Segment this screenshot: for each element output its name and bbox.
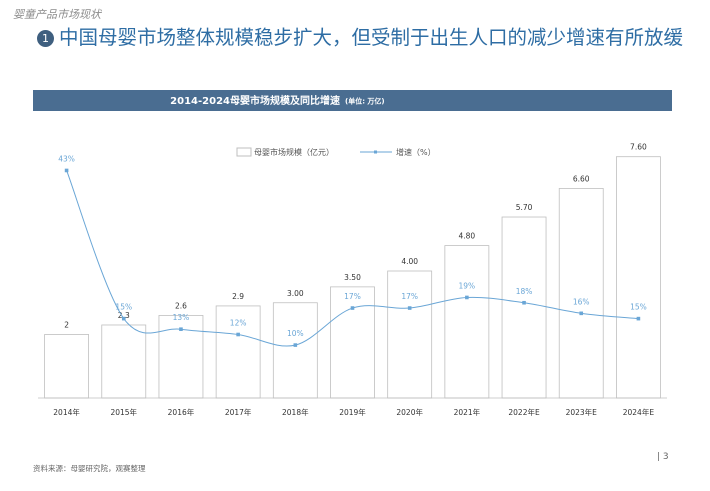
x-tick-label: 2022年E [508,407,540,417]
chart-subtitle: (单位: 万亿) [345,97,385,106]
line-value-label: 43% [58,154,75,163]
bar [387,270,433,399]
section-number: 1 [37,30,54,47]
x-tick-label: 2017年 [225,407,252,417]
line-value-label: 19% [459,281,476,290]
line-value-label: 16% [573,297,590,306]
x-tick-label: 2016年 [168,407,195,417]
line-value-label: 17% [401,292,418,301]
bar-value-label: 4.00 [401,257,418,266]
line-marker [236,332,240,337]
bar-value-label: 2.9 [232,292,244,301]
bar-value-label: 3.00 [287,289,304,298]
line-value-label: 15% [115,303,132,312]
line-value-label: 18% [516,287,533,296]
bar-value-label: 5.70 [516,203,533,212]
bar [272,302,318,399]
bar-value-label: 2.3 [118,311,130,320]
line-marker [350,306,355,310]
slide-title: 中国母婴市场整体规模稳步扩大，但受制于出生人口的减少增速有所放缓 [59,26,684,49]
x-tick-label: 2019年 [339,407,366,417]
bar [444,245,490,399]
x-tick-label: 2024年E [623,407,655,417]
line-marker [407,306,412,310]
bar [558,188,604,399]
chart-title: 2014-2024母婴市场规模及同比增速 [170,94,340,107]
bar-value-label: 3.50 [344,273,361,282]
bar [330,286,375,399]
chart-banner [33,90,672,111]
bar-value-label: 2.6 [175,301,187,310]
bar [215,305,261,399]
x-tick-label: 2015年 [110,407,137,417]
legend-marker [374,150,377,154]
source-note: 资料来源：母婴研究院，观赛整理 [33,464,146,473]
x-tick-label: 2023年E [566,407,598,417]
growth-line [66,170,639,347]
x-tick-label: 2021年 [454,407,481,417]
legend-swatch [236,147,252,157]
bar [501,216,547,399]
line-marker [579,311,584,316]
legend-label: 母婴市场规模（亿元） [254,147,334,157]
bar-value-label: 4.80 [459,232,476,241]
line-marker [522,300,526,305]
line-marker [465,295,469,300]
line-marker [121,316,126,321]
page-number: | 3 [657,452,669,462]
line-marker [179,327,183,332]
x-tick-label: 2020年 [396,407,423,417]
line-value-label: 12% [230,319,247,328]
line-value-label: 17% [344,292,361,301]
line-marker [293,343,298,347]
bar-value-label: 7.60 [630,143,647,152]
bar [616,156,661,399]
x-tick-label: 2018年 [282,407,309,417]
section-label: 婴童产品市场现状 [13,8,101,21]
bar-value-label: 2 [64,321,69,330]
bar [44,334,89,399]
line-value-label: 15% [630,303,647,312]
line-marker [636,316,641,321]
x-tick-label: 2014年 [53,407,80,417]
line-marker [64,168,69,173]
bar-value-label: 6.60 [573,174,590,183]
line-value-label: 13% [173,313,190,322]
bar [101,324,147,399]
line-value-label: 10% [287,329,304,338]
legend-label: 增速（%） [396,147,436,157]
